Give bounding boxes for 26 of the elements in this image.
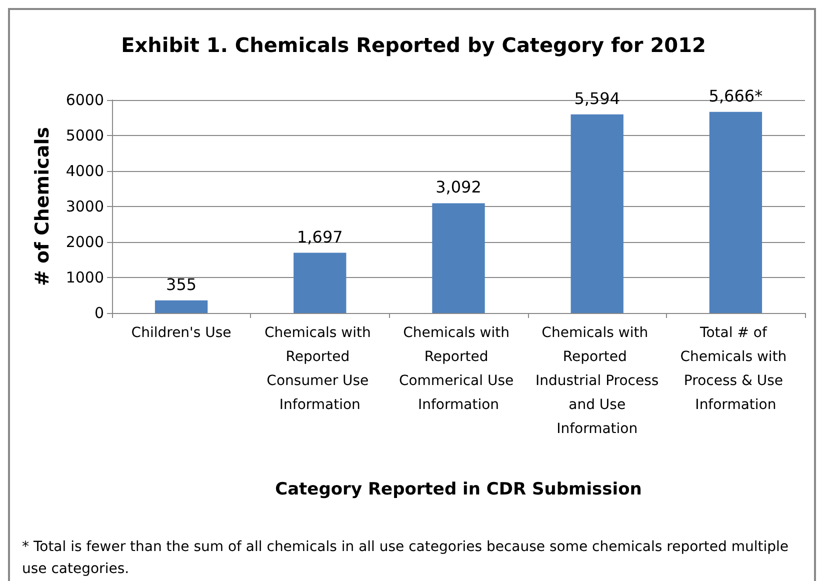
bar bbox=[709, 112, 762, 313]
data-label: 5,666* bbox=[708, 86, 763, 106]
x-axis-title: Category Reported in CDR Submission bbox=[275, 480, 642, 500]
bar bbox=[432, 203, 485, 313]
text: * Total is fewer than the sum of all chemicals in all use categories because some chemicals reported multiple use categories. bbox=[22, 538, 790, 579]
x-tick-label: Children's Use bbox=[131, 325, 232, 341]
y-tick-label: 6000 bbox=[66, 91, 104, 109]
y-tick-label: 0 bbox=[94, 304, 104, 322]
bar bbox=[294, 252, 346, 313]
x-tick-label: Chemicals with Reported Consumer Use Information bbox=[264, 325, 376, 413]
y-tick-label: 1000 bbox=[66, 268, 104, 286]
y-axis-title: # of Chemicals bbox=[32, 126, 54, 286]
y-tick-label: 3000 bbox=[66, 198, 104, 216]
data-label: 355 bbox=[166, 274, 197, 294]
data-label: 1,697 bbox=[296, 227, 343, 246]
chart-title: Exhibit 1. Chemicals Reported by Category for 2012 bbox=[121, 33, 706, 57]
y-tick-label: 2000 bbox=[66, 233, 104, 251]
x-tick-label: Total # of Chemicals with Process & Use Information bbox=[680, 325, 792, 413]
data-label: 3,092 bbox=[436, 178, 482, 197]
bar bbox=[154, 300, 208, 313]
x-tick-label: Chemicals with Reported Industrial Process and Use Information bbox=[535, 325, 659, 437]
x-tick-label: Chemicals with Reported Commerical Use Information bbox=[398, 325, 518, 413]
y-tick-label: 5000 bbox=[66, 126, 104, 144]
bar bbox=[570, 114, 624, 313]
data-label: 5,594 bbox=[574, 88, 620, 108]
y-tick-label: 4000 bbox=[66, 162, 104, 180]
